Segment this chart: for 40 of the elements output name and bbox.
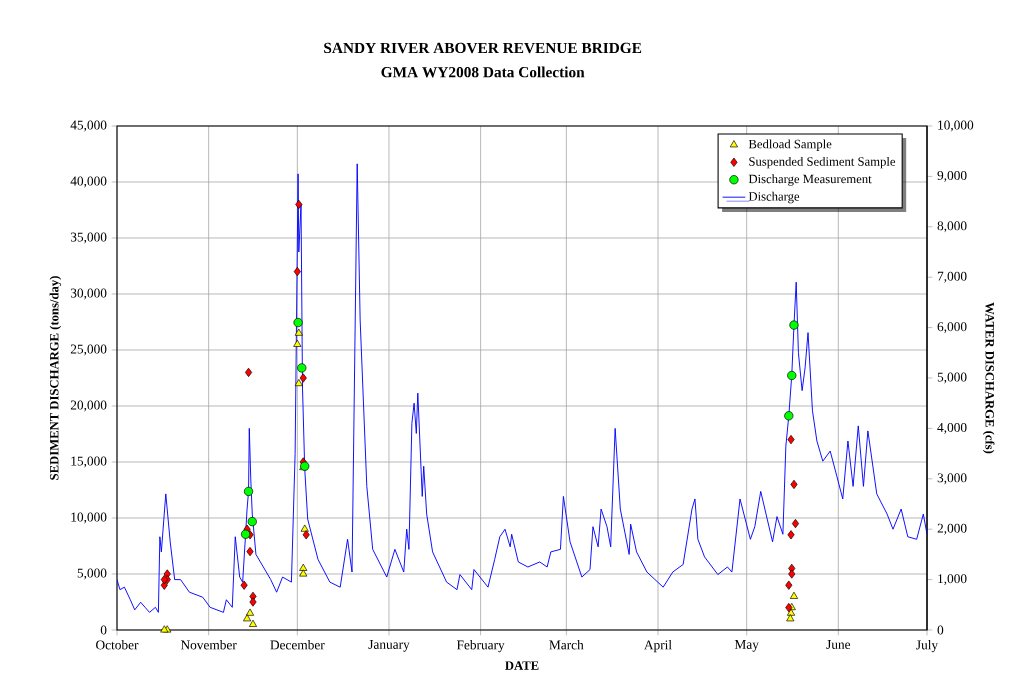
x-tick-label: May <box>734 640 759 652</box>
x-tick-label: October <box>96 640 139 650</box>
y-tick-label: 35,000 <box>70 232 107 244</box>
y-tick-label: 45,000 <box>70 120 107 132</box>
y-tick-label: 25,000 <box>70 344 107 356</box>
y-axis-title: SEDIMENT DISCHARGE (tons/day) <box>49 276 62 480</box>
x-tick-label: February <box>456 640 505 653</box>
y-tick-label: 20,000 <box>70 400 107 412</box>
x-tick-label: March <box>549 640 584 650</box>
x-axis-title: DATE <box>505 661 539 670</box>
legend-label: Discharge <box>748 191 800 204</box>
legend-label: Bedload Sample <box>748 139 832 151</box>
y2-tick-label: 9,000 <box>937 170 967 182</box>
x-tick-label: January <box>368 640 410 652</box>
y2-axis-title: WATER DISCHARGE (cfs) <box>982 302 995 454</box>
y-tick-label: 30,000 <box>70 288 107 300</box>
x-tick-label: July <box>916 640 939 653</box>
y2-tick-label: 7,000 <box>937 271 967 283</box>
legend-label: Discharge Measurement <box>748 174 872 186</box>
y2-tick-label: 3,000 <box>937 473 967 485</box>
x-tick-label: June <box>826 640 851 649</box>
y-tick-label: 10,000 <box>71 512 107 524</box>
y-tick-label: 40,000 <box>70 176 107 188</box>
y-tick-label: 15,000 <box>71 456 107 468</box>
y2-tick-label: 0 <box>937 625 944 635</box>
x-tick-label: November <box>180 640 237 650</box>
chart-subtitle: GMA WY2008 Data Collection <box>381 66 585 78</box>
x-tick-label: April <box>644 640 672 653</box>
y2-tick-label: 1,000 <box>938 574 967 586</box>
y2-tick-label: 4,000 <box>937 422 967 434</box>
y2-tick-label: 8,000 <box>937 221 967 233</box>
chart-title: SANDY RIVER ABOVER REVENUE BRIDGE <box>324 42 642 54</box>
y-tick-label: 0 <box>100 625 107 635</box>
y2-tick-label: 5,000 <box>937 372 967 384</box>
x-tick-label: December <box>270 640 325 650</box>
y2-tick-label: 10,000 <box>938 120 974 132</box>
y2-tick-label: 2,000 <box>937 523 967 535</box>
y2-tick-label: 6,000 <box>937 322 967 334</box>
y-tick-label: 5,000 <box>77 568 107 580</box>
legend-label: Suspended Sediment Sample <box>749 156 896 169</box>
